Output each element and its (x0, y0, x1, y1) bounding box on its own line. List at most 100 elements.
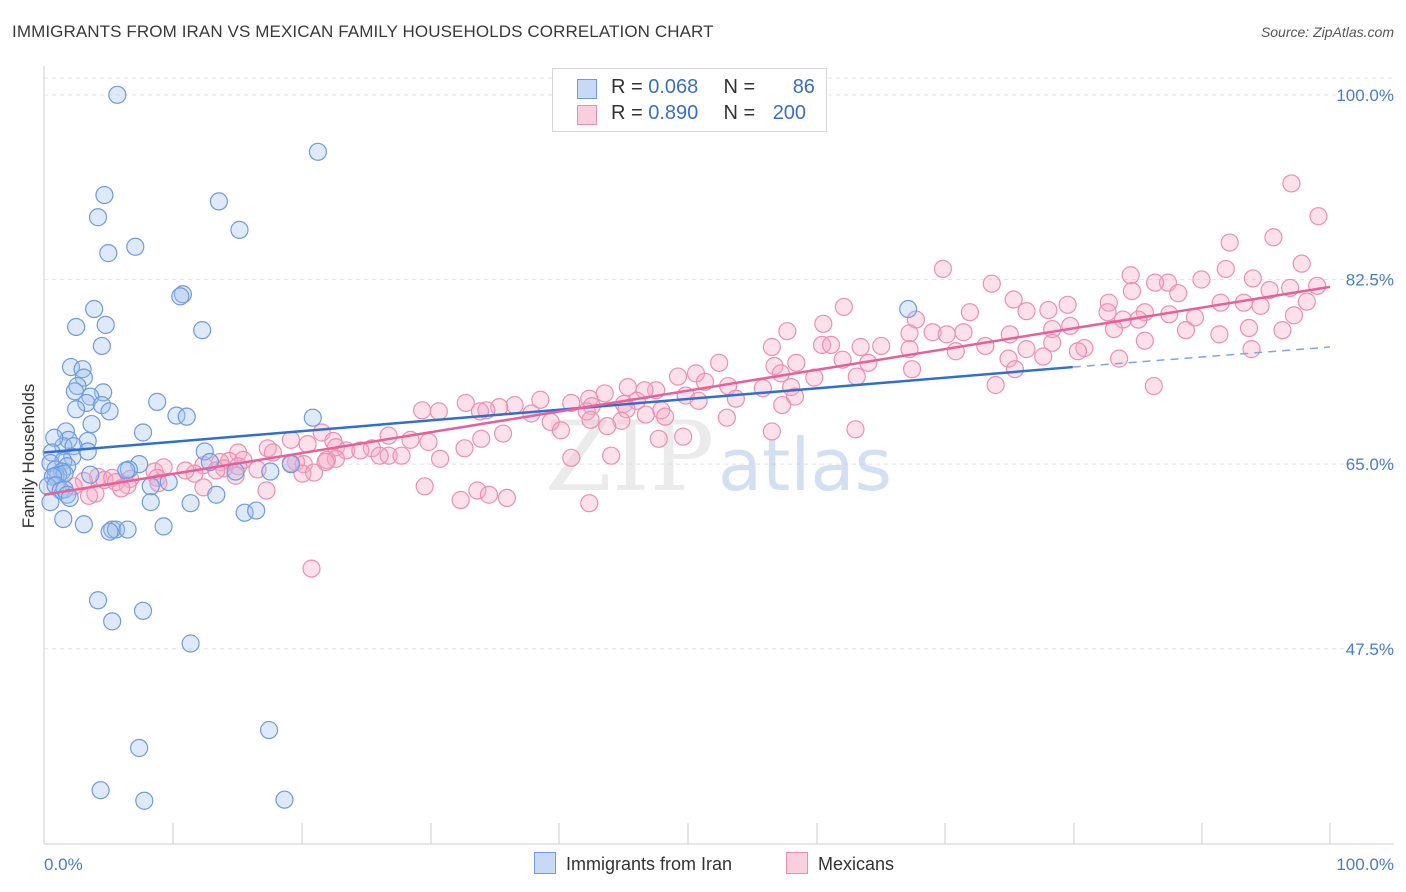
bottom-legend-label-mexicans: Mexicans (818, 854, 895, 874)
data-point-mexicans (847, 367, 866, 386)
y-axis-label: Family Households (19, 384, 38, 529)
data-point-mexicans (1242, 340, 1261, 359)
data-point-mexicans (362, 439, 382, 458)
data-point-mexicans (595, 384, 614, 403)
data-point-mexicans (1282, 174, 1301, 193)
data-point-iran (92, 336, 111, 356)
data-point-iran (74, 515, 93, 534)
legend-n-label: N = (723, 76, 756, 98)
data-point-mexicans (370, 446, 389, 465)
data-point-mexicans (430, 449, 450, 468)
data-point-mexicans (710, 353, 729, 372)
data-point-mexicans (846, 420, 865, 439)
legend-swatch-iran (577, 79, 597, 99)
data-point-mexicans (79, 486, 99, 505)
data-point-mexicans (717, 408, 736, 427)
data-point-iran (135, 791, 154, 810)
data-point-iran (195, 442, 214, 461)
data-point-iran (100, 402, 119, 421)
data-point-mexicans (1216, 259, 1235, 279)
data-point-iran (77, 393, 96, 413)
data-point-mexicans (581, 410, 600, 429)
data-point-mexicans (1098, 303, 1117, 322)
data-point-mexicans (429, 402, 448, 421)
data-point-mexicans (1284, 306, 1304, 325)
bottom-legend-mexicans: Mexicans (786, 852, 894, 875)
data-point-mexicans (1099, 293, 1118, 312)
data-point-mexicans (1239, 318, 1259, 338)
data-point-mexicans (1034, 347, 1053, 366)
data-point-mexicans (1260, 280, 1279, 300)
watermark: ZIP atlas (545, 401, 892, 513)
data-point-mexicans (649, 429, 668, 448)
legend-r-label: R = (611, 102, 643, 124)
data-point-mexicans (726, 389, 745, 408)
data-point-iran (173, 285, 192, 304)
data-point-iran (85, 299, 104, 319)
data-point-iran (108, 85, 127, 104)
trend-line-iran-extension (1072, 346, 1331, 368)
data-point-mexicans (1146, 273, 1165, 292)
data-point-mexicans (821, 335, 841, 355)
data-point-mexicans (902, 360, 922, 379)
trend-line-iran (43, 365, 1073, 454)
data-point-mexicans (602, 446, 621, 465)
legend-n-label: N = (723, 102, 756, 124)
data-point-iran (154, 517, 173, 536)
data-point-iran (100, 522, 119, 541)
chart-source: Source: ZipAtlas.com (1260, 24, 1394, 40)
data-point-mexicans (1121, 266, 1140, 285)
data-point-mexicans (923, 323, 942, 342)
data-point-mexicans (674, 427, 693, 446)
data-point-iran (171, 287, 190, 306)
data-point-iran (899, 299, 918, 319)
data-point-iran (54, 509, 73, 529)
data-point-iran (130, 738, 149, 758)
data-point-iran (82, 414, 101, 434)
data-point-iran (281, 455, 301, 474)
data-point-iran (117, 461, 136, 480)
tick-labels: 100.0% 82.5% 65.0% 47.5% 0.0% 100.0% (44, 86, 1394, 874)
data-point-mexicans (580, 494, 599, 513)
x-tick-label: 0.0% (44, 855, 83, 874)
data-point-mexicans (1243, 269, 1262, 288)
data-point-mexicans (1264, 228, 1283, 247)
data-point-iran (141, 477, 160, 496)
data-point-mexicans (468, 481, 487, 500)
data-point-mexicans (451, 490, 470, 510)
data-point-iran (181, 634, 200, 653)
data-point-mexicans (612, 411, 631, 430)
data-point-mexicans (505, 395, 524, 415)
data-point-mexicans (1005, 360, 1025, 379)
data-point-iran (133, 423, 153, 442)
data-point-mexicans (814, 314, 833, 333)
data-point-mexicans (999, 349, 1018, 368)
data-point-iran (148, 392, 167, 411)
data-point-iran (261, 462, 280, 481)
data-point-mexicans (494, 424, 513, 443)
data-point-mexicans (933, 259, 953, 279)
data-point-mexicans (1144, 376, 1163, 396)
data-point-mexicans (392, 446, 411, 465)
data-point-mexicans (226, 466, 245, 485)
data-point-mexicans (1068, 342, 1088, 361)
data-point-mexicans (302, 559, 321, 578)
data-point-mexicans (479, 485, 499, 504)
data-point-mexicans (689, 391, 708, 410)
data-point-mexicans (1308, 276, 1327, 295)
data-point-iran (103, 612, 122, 631)
data-point-iran (45, 428, 64, 447)
legend-swatch-mexicans (577, 105, 597, 125)
data-point-mexicans (598, 417, 617, 436)
data-point-mexicans (1043, 333, 1062, 352)
data-point-mexicans (1210, 325, 1229, 344)
data-point-mexicans (851, 337, 870, 357)
bottom-legend-swatch-iran (534, 852, 556, 874)
data-point-iran (63, 447, 82, 466)
data-point-mexicans (1058, 295, 1077, 314)
data-point-mexicans (1122, 281, 1142, 301)
data-point-mexicans (562, 448, 581, 467)
legend-r-value: 0.068 (648, 76, 699, 98)
data-point-mexicans (412, 401, 432, 420)
